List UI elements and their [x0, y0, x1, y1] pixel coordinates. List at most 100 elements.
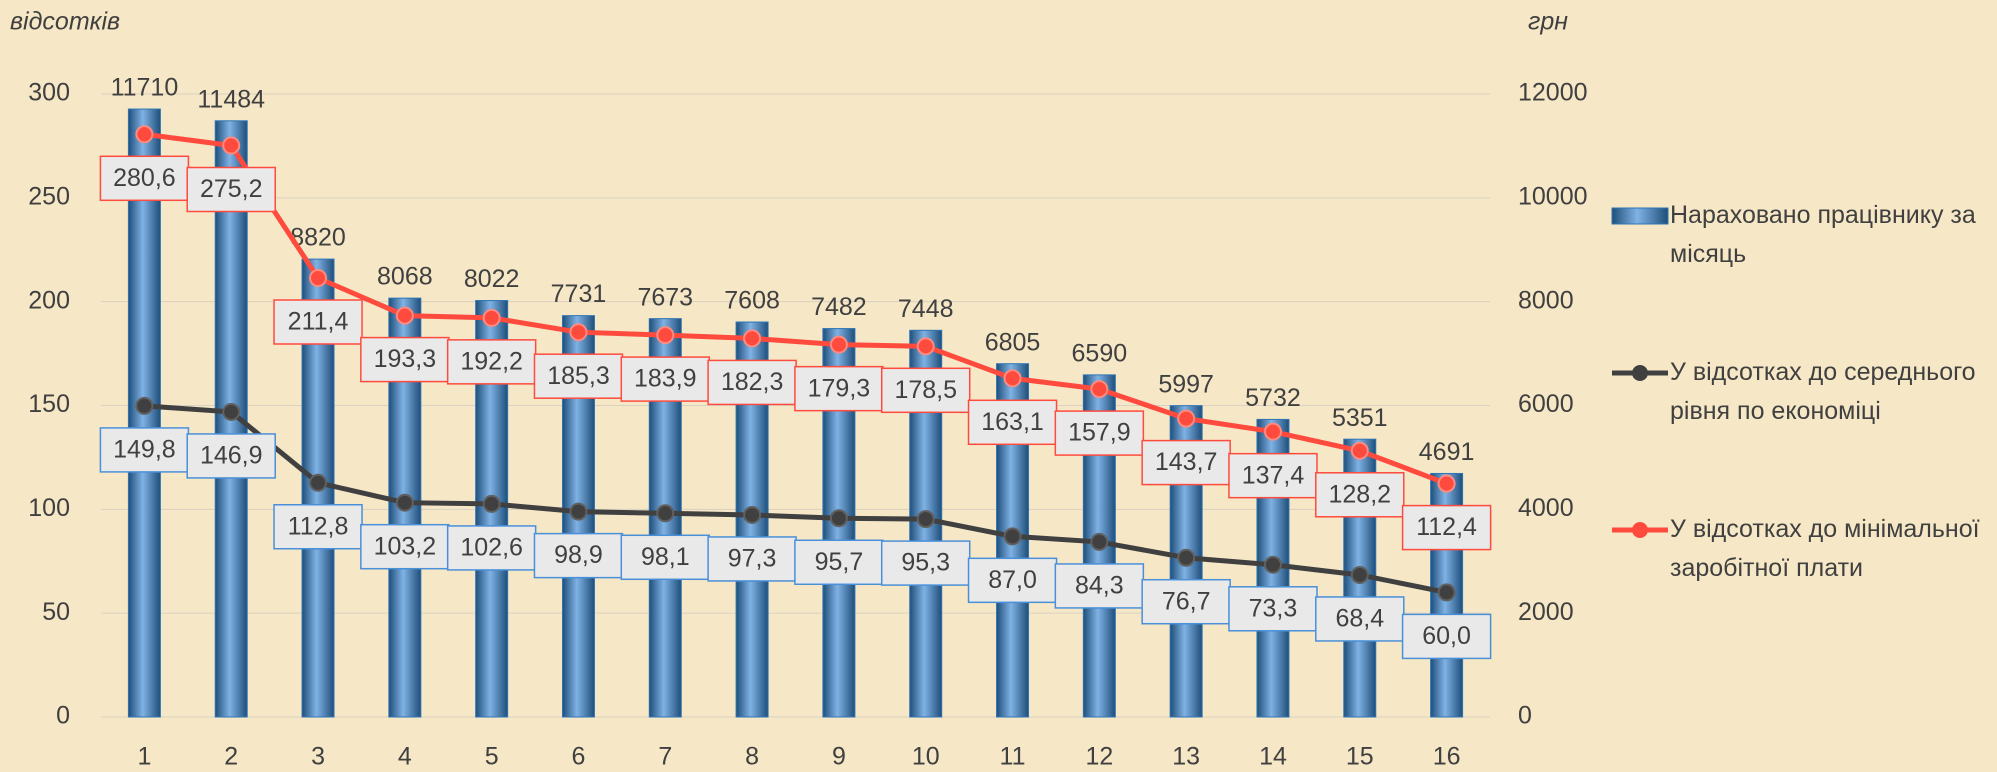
line-marker: [656, 326, 675, 345]
data-label-box: [707, 536, 797, 582]
data-label-box: [273, 299, 363, 345]
data-label-box: [533, 532, 624, 579]
x-tick-label: 12: [1085, 743, 1113, 771]
line-marker: [1003, 369, 1022, 388]
line-marker: [135, 125, 154, 144]
line-marker: [569, 323, 588, 342]
data-label: 102,6: [460, 534, 523, 562]
y2-tick-label: 0: [1518, 702, 1532, 730]
data-label: 157,9: [1068, 419, 1131, 447]
data-label: 128,2: [1329, 480, 1392, 508]
line-marker: [1350, 441, 1369, 460]
data-label: 112,4: [1416, 513, 1477, 541]
line-marker: [1437, 583, 1456, 602]
line: [144, 403, 1448, 595]
bar-value-label: 7731: [551, 280, 607, 308]
x-tick-label: 6: [572, 743, 586, 771]
line-marker: [1263, 555, 1282, 574]
data-label: 98,1: [641, 543, 690, 571]
data-label: 137,4: [1242, 461, 1305, 489]
line-marker: [135, 396, 154, 415]
data-label-box: [186, 166, 276, 213]
data-label-box: [967, 557, 1058, 604]
data-label-box: [1228, 586, 1318, 632]
legend-swatch: [1611, 207, 1669, 225]
y-tick-label: 300: [28, 79, 70, 107]
line-marker: [656, 504, 675, 523]
legend-label: У відсотках до мінімальної заробітної пл…: [1670, 515, 1980, 582]
x-tick-label: 16: [1433, 743, 1461, 771]
data-label: 97,3: [728, 545, 777, 573]
x-tick-label: 1: [137, 743, 151, 771]
data-label-box: [880, 367, 971, 414]
line-marker: [1177, 548, 1196, 567]
x-tick-label: 15: [1346, 743, 1374, 771]
data-label-box: [1054, 410, 1145, 456]
data-label-box: [794, 539, 884, 586]
y2-tick-label: 4000: [1518, 494, 1574, 522]
data-label-box: [360, 523, 450, 570]
line-marker: [829, 509, 848, 528]
y-tick-label: 200: [28, 286, 70, 314]
data-label-box: [620, 356, 711, 402]
line: [144, 131, 1448, 486]
data-label-box: [186, 433, 276, 479]
data-label-box: [1141, 578, 1231, 625]
y-axis-label: відсотків: [10, 8, 120, 36]
line-marker: [916, 337, 935, 356]
data-label: 192,2: [460, 347, 523, 375]
y2-tick-label: 2000: [1518, 598, 1574, 626]
line-marker: [1003, 527, 1022, 546]
data-label: 211,4: [288, 308, 349, 336]
data-label-box: [1401, 504, 1492, 551]
data-label: 182,3: [721, 368, 784, 396]
data-label: 73,3: [1249, 594, 1298, 622]
line-marker: [829, 335, 848, 354]
data-label: 275,2: [200, 175, 263, 203]
line-marker: [743, 329, 762, 348]
data-label: 87,0: [988, 566, 1037, 594]
legend-label: Нараховано працівнику за місяць: [1670, 201, 1976, 268]
bar-value-label: 5997: [1158, 370, 1214, 398]
data-label: 185,3: [547, 362, 610, 390]
line-marker: [1090, 532, 1109, 551]
data-label: 183,9: [634, 365, 697, 393]
y-tick-label: 50: [42, 598, 70, 626]
data-label: 149,8: [113, 436, 176, 464]
data-label-box: [620, 534, 711, 581]
x-tick-label: 3: [311, 743, 325, 771]
bar-value-label: 7608: [724, 287, 780, 315]
data-label-box: [360, 336, 450, 383]
line-marker: [1437, 474, 1456, 493]
bar-value-label: 6805: [985, 328, 1041, 356]
bar-value-label: 7482: [811, 293, 867, 321]
x-tick-label: 11: [1000, 743, 1026, 771]
data-label: 163,1: [981, 408, 1044, 436]
bar-value-label: 11710: [111, 74, 179, 102]
y-tick-label: 150: [28, 390, 70, 418]
y2-tick-label: 8000: [1518, 286, 1574, 314]
x-tick-label: 9: [832, 743, 846, 771]
line-marker: [395, 306, 414, 325]
line-marker: [222, 402, 241, 421]
y-tick-label: 0: [56, 702, 70, 730]
line-marker: [1263, 422, 1282, 441]
data-label-box: [1401, 613, 1492, 660]
line-marker: [482, 308, 501, 327]
bar-value-label: 11484: [197, 85, 265, 113]
bar-value-label: 4691: [1419, 438, 1475, 466]
data-label-box: [1315, 472, 1405, 518]
line-marker: [222, 136, 241, 155]
data-label-box: [446, 525, 537, 571]
data-label: 95,7: [815, 548, 864, 576]
line-marker: [569, 502, 588, 521]
bar-value-label: 6590: [1072, 339, 1128, 367]
data-label: 84,3: [1075, 572, 1124, 600]
line-marker: [916, 510, 935, 529]
bar-value-label: 5351: [1332, 404, 1388, 432]
data-label: 68,4: [1335, 605, 1384, 633]
data-label-box: [1315, 596, 1405, 642]
data-label-box: [880, 540, 971, 586]
